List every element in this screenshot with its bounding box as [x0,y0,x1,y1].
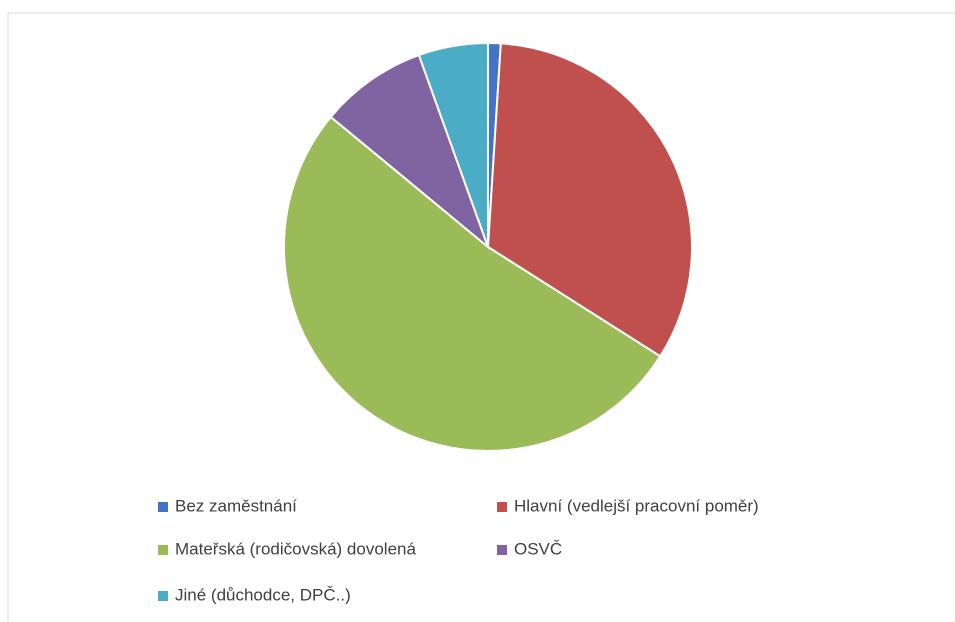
legend-label: OSVČ [514,539,562,558]
legend-swatch [158,502,168,512]
legend-swatch [497,545,507,555]
pie-slice [417,41,489,248]
legend-swatch [158,591,168,601]
legend-label: Hlavní (vedlejší pracovní poměr) [514,496,759,515]
pie-slice [329,53,491,251]
pie-slice [486,42,693,358]
pie-slice [283,115,662,452]
legend-swatch [497,502,507,512]
legend-label: Bez zaměstnání [175,496,297,515]
legend-label: Jiné (důchodce, DPČ..) [175,585,351,604]
legend-swatch [158,545,168,555]
legend-label: Mateřská (rodičovská) dovolená [175,539,416,558]
